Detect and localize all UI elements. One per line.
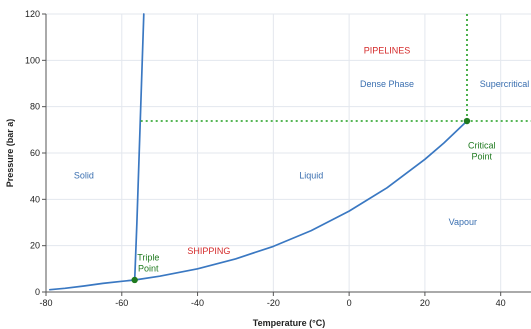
- triple-point-marker: [131, 276, 138, 284]
- x-tick-label: 20: [420, 298, 430, 308]
- label-liquid-line: Liquid: [299, 170, 323, 180]
- label-pipelines: PIPELINES: [364, 45, 411, 55]
- label-pipelines-line: PIPELINES: [364, 45, 411, 55]
- label-supercritical-line: Supercritical: [480, 79, 530, 89]
- x-tick-label: -60: [115, 298, 128, 308]
- x-tick-label: -20: [267, 298, 280, 308]
- label-triple-point-line: Point: [138, 264, 159, 274]
- y-tick-label: 100: [25, 55, 40, 65]
- y-tick-label: 0: [35, 287, 40, 297]
- gridlines: [45, 13, 531, 293]
- label-solid-line: Solid: [74, 170, 94, 180]
- y-tick-label: 20: [30, 241, 40, 251]
- label-dense-phase-line: Dense Phase: [360, 79, 414, 89]
- label-vapour-line: Vapour: [449, 217, 477, 227]
- x-axis-title: Temperature (°C): [253, 318, 325, 328]
- y-tick-label: 60: [30, 148, 40, 158]
- label-critical-point-line: Critical: [468, 140, 496, 150]
- x-tick-label: -40: [191, 298, 204, 308]
- label-critical-point: Critical Point: [468, 140, 496, 161]
- y-tick-label: 80: [30, 102, 40, 112]
- label-dense-phase: Dense Phase: [360, 79, 414, 89]
- label-triple-point-line: Triple: [137, 253, 159, 263]
- label-shipping-line: SHIPPING: [187, 246, 230, 256]
- axes: -80 -60 -40 -20 0 20 40 0 20 40 60 80 100 120: [25, 9, 531, 308]
- x-tick-label: 40: [496, 298, 506, 308]
- label-liquid: Liquid: [299, 170, 323, 180]
- annotation-group: Solid Liquid Vapour Dense Phase Supercritica…: [74, 45, 529, 273]
- label-vapour: Vapour: [449, 217, 477, 227]
- melting-curve: [133, 13, 145, 281]
- x-tick-label: 0: [347, 298, 352, 308]
- sublimation-and-vapour-pressure-curve: [48, 120, 468, 291]
- label-critical-point-line: Point: [471, 151, 492, 161]
- y-tick-label: 40: [30, 194, 40, 204]
- label-supercritical: Supercritical: [480, 79, 530, 89]
- label-triple-point: Triple Point: [137, 253, 159, 274]
- critical-point-marker: [463, 117, 471, 125]
- label-shipping: SHIPPING: [187, 246, 230, 256]
- label-solid: Solid: [74, 170, 94, 180]
- y-tick-label: 120: [25, 9, 40, 19]
- marker-group: [131, 117, 471, 284]
- x-tick-label: -80: [39, 298, 52, 308]
- y-axis-title: Pressure (bar a): [5, 119, 15, 188]
